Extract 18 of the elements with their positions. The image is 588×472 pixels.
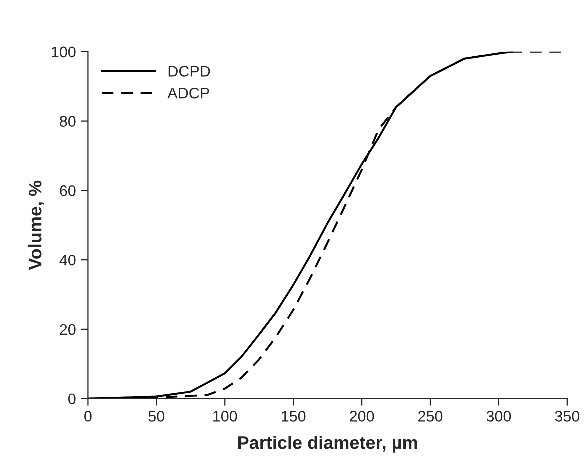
- x-tick-label: 150: [282, 411, 306, 422]
- x-tick-label: 50: [148, 411, 165, 422]
- y-tick-label: 100: [52, 46, 76, 58]
- x-tick-label: 300: [486, 411, 512, 422]
- y-tick-label: 0: [68, 394, 76, 405]
- y-tick-label: 20: [60, 324, 76, 336]
- y-axis-title: Volume, %: [28, 180, 44, 270]
- x-tick-label: 0: [84, 411, 92, 422]
- x-tick-label: 350: [555, 411, 580, 422]
- y-tick-label: 80: [60, 116, 76, 127]
- x-tick-label: 200: [350, 411, 374, 422]
- y-tick-label: 60: [60, 186, 76, 196]
- x-axis-title: Particle diameter, µm: [238, 436, 418, 453]
- legend-label: ADCP: [168, 88, 210, 99]
- y-tick-label: 40: [60, 254, 76, 266]
- x-tick-label: 100: [214, 411, 238, 422]
- x-tick-label: 250: [418, 411, 443, 422]
- legend-label: DCPD: [168, 66, 210, 77]
